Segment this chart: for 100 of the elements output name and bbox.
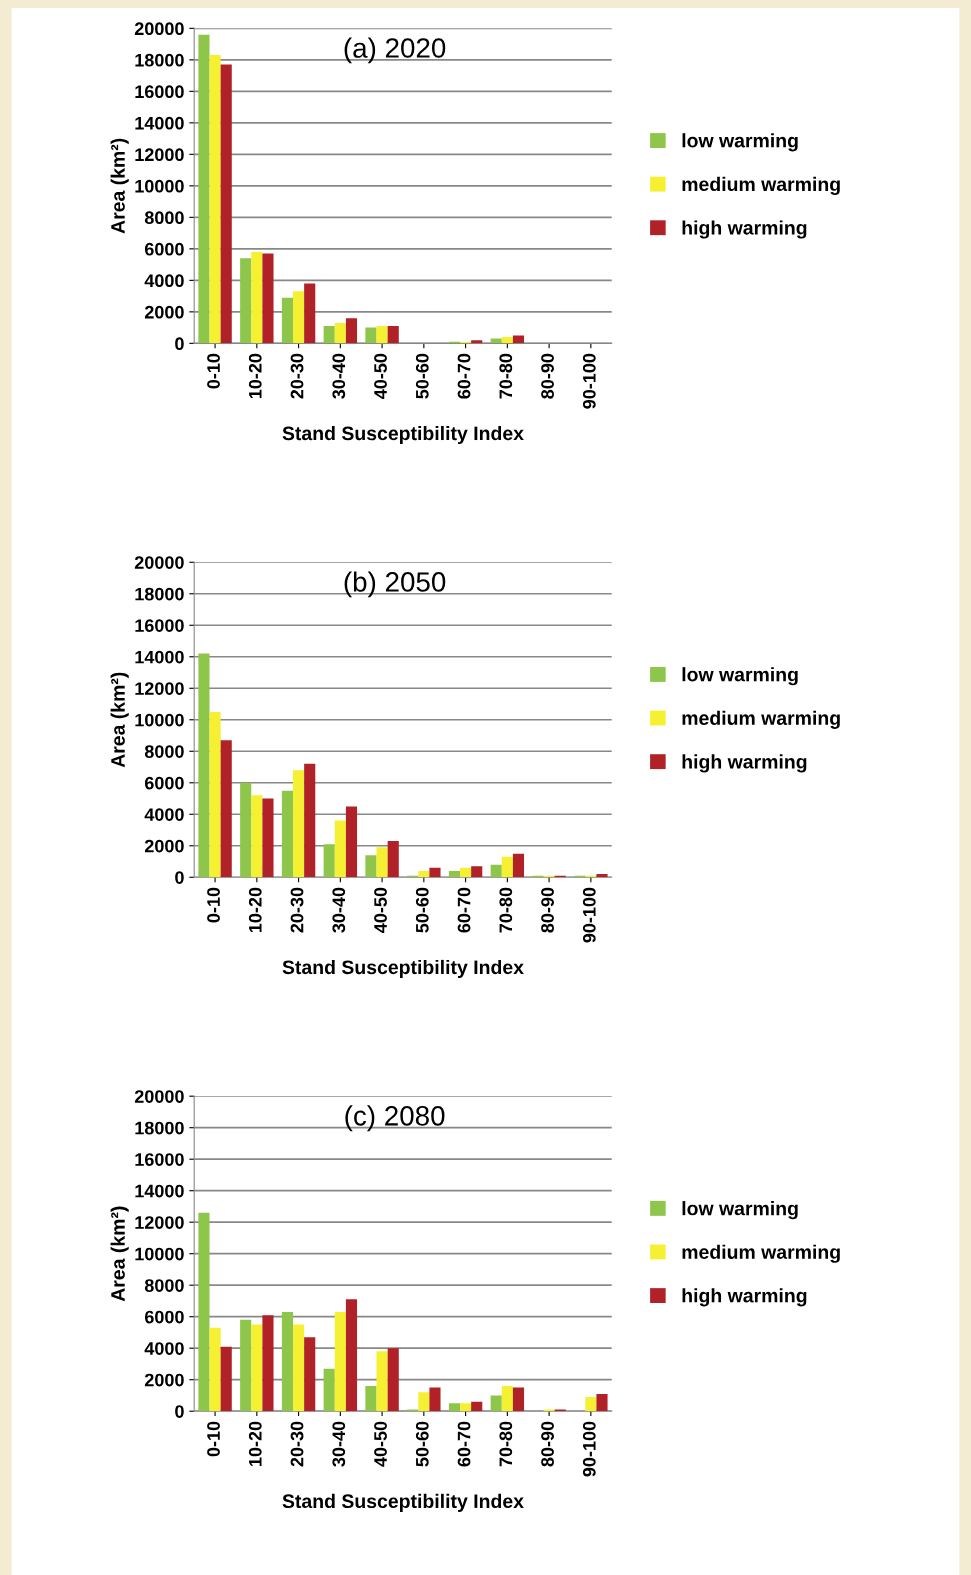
bar: [323, 844, 335, 878]
y-tick-label: 16000: [135, 619, 184, 632]
bar: [365, 1386, 377, 1412]
x-tick-label: 30-40: [332, 1421, 346, 1467]
y-tick-label: 6000: [144, 1310, 184, 1324]
bar: [220, 1346, 232, 1412]
x-axis-title: Stand Susceptibility Index: [282, 425, 524, 445]
x-tick-label: 50-60: [415, 1421, 429, 1467]
y-tick-label: 20000: [134, 1090, 184, 1103]
x-tick-label: 80-90: [541, 887, 554, 933]
y-tick-label: 18000: [135, 1121, 184, 1135]
x-tick-label: 40-50: [374, 887, 387, 933]
legend-label: medium warming: [682, 710, 840, 729]
bar: [387, 1348, 399, 1412]
bar: [198, 653, 210, 878]
chart-title: (c) 2080: [345, 1105, 445, 1132]
bar: [240, 258, 252, 344]
bar: [251, 252, 263, 344]
x-tick-label: 80-90: [541, 353, 554, 399]
bar: [281, 297, 294, 344]
bar: [209, 1327, 221, 1412]
bar: [345, 1299, 358, 1412]
bar: [240, 1319, 252, 1412]
y-tick-label: 14000: [135, 116, 184, 130]
x-tick-label: 20-30: [290, 353, 304, 399]
bar: [501, 337, 513, 344]
y-tick-label: 2000: [144, 305, 184, 319]
y-tick-label: 0: [175, 337, 184, 351]
y-tick-label: 16000: [135, 85, 184, 99]
bar: [512, 853, 525, 878]
bar: [501, 856, 513, 878]
bar: [471, 1401, 483, 1412]
bar: [209, 55, 221, 344]
bar: [304, 1337, 316, 1412]
bar: [501, 1386, 513, 1412]
bar: [460, 867, 472, 878]
bar: [334, 820, 346, 878]
bar: [334, 322, 346, 344]
y-tick-label: 8000: [144, 211, 184, 225]
chart-title: (a) 2020: [344, 37, 446, 64]
y-tick-label: 18000: [135, 587, 184, 601]
bar: [345, 318, 358, 344]
x-tick-label: 30-40: [332, 353, 346, 399]
y-tick-label: 10000: [135, 713, 184, 727]
x-tick-label: 50-60: [415, 353, 429, 399]
bar: [365, 327, 377, 344]
x-tick-label: 0-10: [207, 353, 220, 389]
bar: [448, 870, 461, 878]
x-tick-label: 40-50: [374, 1421, 387, 1467]
y-axis-title: Area (km²): [110, 672, 129, 768]
x-tick-label: 90-100: [582, 353, 596, 409]
bar: [209, 711, 221, 878]
bar: [596, 1393, 608, 1412]
y-tick-label: 18000: [135, 53, 184, 67]
bar: [418, 870, 430, 878]
x-tick-label: 90-100: [582, 887, 596, 943]
y-tick-label: 20000: [134, 22, 184, 36]
bar: [220, 740, 232, 878]
bar: [262, 1315, 274, 1412]
x-tick-label: 90-100: [582, 1421, 596, 1477]
x-tick-label: 20-30: [290, 887, 304, 933]
chart-title: (b) 2050: [344, 571, 446, 598]
bar: [418, 1392, 430, 1412]
bar: [585, 1397, 597, 1412]
legend-label: high warming: [682, 754, 807, 773]
bar: [387, 326, 399, 344]
bar: [262, 253, 274, 344]
x-tick-label: 10-20: [248, 353, 262, 399]
y-tick-label: 12000: [135, 682, 184, 695]
y-tick-label: 4000: [144, 274, 184, 288]
y-tick-label: 20000: [134, 556, 184, 569]
y-tick-label: 16000: [135, 1153, 184, 1166]
y-tick-label: 6000: [144, 776, 184, 790]
bar: [512, 1387, 525, 1412]
bar: [281, 790, 294, 878]
y-tick-label: 12000: [135, 148, 184, 162]
y-tick-label: 6000: [144, 242, 184, 256]
bar: [240, 782, 252, 878]
bar: [596, 874, 608, 878]
y-tick-label: 12000: [135, 1216, 184, 1229]
bar: [251, 795, 263, 878]
x-tick-label: 50-60: [415, 887, 429, 933]
x-tick-label: 60-70: [457, 887, 471, 933]
y-tick-label: 2000: [144, 839, 184, 853]
x-tick-label: 70-80: [499, 1421, 513, 1467]
y-axis-title: Area (km²): [110, 138, 129, 234]
bar: [198, 34, 210, 344]
bar: [220, 64, 232, 344]
bar: [429, 1387, 441, 1412]
y-tick-label: 14000: [135, 650, 184, 664]
bar: [512, 335, 525, 344]
bar: [460, 1403, 472, 1412]
y-tick-label: 0: [175, 1405, 184, 1418]
bar: [429, 867, 441, 878]
bar: [293, 770, 305, 878]
y-tick-label: 10000: [135, 179, 184, 193]
bar: [471, 340, 483, 344]
x-tick-label: 10-20: [248, 887, 262, 933]
bar: [293, 1324, 305, 1412]
x-axis-title: Stand Susceptibility Index: [282, 959, 524, 978]
